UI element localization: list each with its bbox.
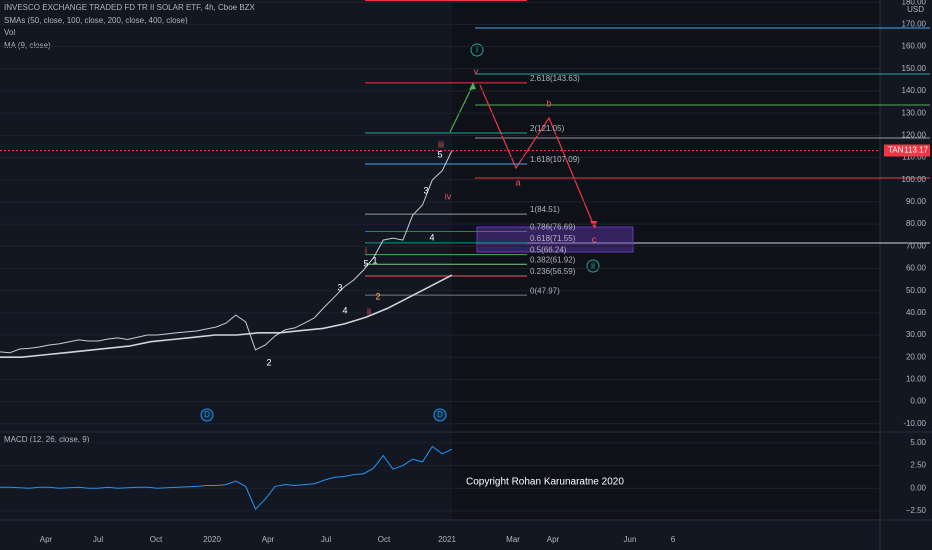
macd-tick-label: 0.00 [910,483,926,492]
y-tick-label: 150.00 [902,64,927,73]
wave-label: 5 [437,149,442,159]
macd-line [0,445,453,510]
dividend-marker: D [204,410,210,419]
x-tick-label: 6 [671,535,676,544]
wave-label: iv [445,191,452,201]
y-tick-label: 130.00 [902,108,927,117]
x-tick-label: Apr [40,535,53,544]
y-tick-label: 50.00 [906,286,927,295]
y-tick-label: 120.00 [902,130,927,139]
wave-label: 3 [423,185,428,195]
wave-label: i [365,245,367,255]
macd-tick-label: 2.50 [910,461,926,470]
wave-circle [586,259,600,273]
y-tick-label: 10.00 [906,375,927,384]
macd-title: MACD (12, 26, close, 9) [4,435,90,444]
x-tick-label: Jul [321,535,331,544]
indicator-label: Vol [4,28,15,37]
fib-label: 0.5(66.24) [530,246,567,255]
y-tick-label: 180.00 [902,0,927,6]
marker-circle [433,408,447,422]
y-tick-label: 170.00 [902,20,927,29]
fib-label: 0.618(71.55) [530,234,576,243]
wave-label: b [546,98,551,108]
wave-label: 4 [342,305,347,315]
x-tick-label: Jul [93,535,103,544]
x-tick-label: Apr [262,535,275,544]
y-tick-label: 80.00 [906,219,927,228]
y-tick-label: 90.00 [906,197,927,206]
x-tick-label: Apr [547,535,560,544]
fib-label: 1.618(107.09) [530,155,580,164]
x-tick-label: Oct [150,535,163,544]
wave-label: 2 [266,357,271,367]
fib-label: 1(84.51) [530,205,560,214]
arrow [479,84,595,227]
y-tick-label: 60.00 [906,264,927,273]
wave-label: 3 [337,282,342,292]
wave-label: c [592,234,597,244]
wave-label: v [474,66,479,76]
arrow [449,84,474,133]
wave-label: i [476,44,478,54]
last-price-tag [884,144,930,157]
fib-label: 2(121.05) [530,124,565,133]
x-tick-label: Mar [506,535,520,544]
y-tick-label: 110.00 [902,153,926,162]
fib-label: 0.786(76.69) [530,223,576,232]
x-tick-label: Oct [378,535,391,544]
fib-label: 2.618(143.63) [530,74,580,83]
y-tick-label: 20.00 [906,352,927,361]
fib-label: 0.236(56.59) [530,267,576,276]
wave-label: 4 [429,232,434,242]
copyright: Copyright Rohan Karunaratne 2020 [466,477,624,488]
y-tick-label: 30.00 [906,330,927,339]
wave-label: 5 [363,258,368,268]
y-tick-label: 0.00 [910,397,926,406]
arrow-head [469,82,476,90]
wave-label: ii [367,306,371,316]
marker-circle [200,408,214,422]
y-tick-label: 70.00 [906,241,927,250]
wave-label: 2 [375,291,380,301]
last-price-label: 113.17 [904,146,928,155]
currency: USD [907,5,924,14]
indicator-label: SMAs (50, close, 100, close, 200, close,… [4,16,188,25]
macd-tick-label: 5.00 [910,438,926,447]
wave-circle [470,43,484,57]
future-area [452,0,880,520]
x-tick-label: Jun [624,535,637,544]
arrow-head [590,221,597,229]
wave-label: iii [438,139,444,149]
y-tick-label: 160.00 [902,42,927,51]
y-tick-label: -10.00 [903,419,926,428]
wave-label: 1 [372,255,377,265]
wave-label: ii [591,260,595,270]
symbol-tag: TAN [888,146,904,155]
macd-tick-label: −2.50 [906,506,927,515]
y-tick-label: 40.00 [906,308,927,317]
sma-line [0,274,453,358]
dividend-marker: D [437,410,443,419]
fib-label: 0(47.97) [530,286,560,295]
price-line [0,150,453,354]
fib-label: 0.382(61.92) [530,255,576,264]
indicator-label: MA (9, close) [4,41,51,50]
x-tick-label: 2020 [203,535,221,544]
wave-label: a [515,177,520,187]
y-tick-label: 100.00 [902,175,927,184]
x-tick-label: 2021 [438,535,456,544]
chart-title: INVESCO EXCHANGE TRADED FD TR II SOLAR E… [4,3,256,12]
y-tick-label: 140.00 [902,86,927,95]
